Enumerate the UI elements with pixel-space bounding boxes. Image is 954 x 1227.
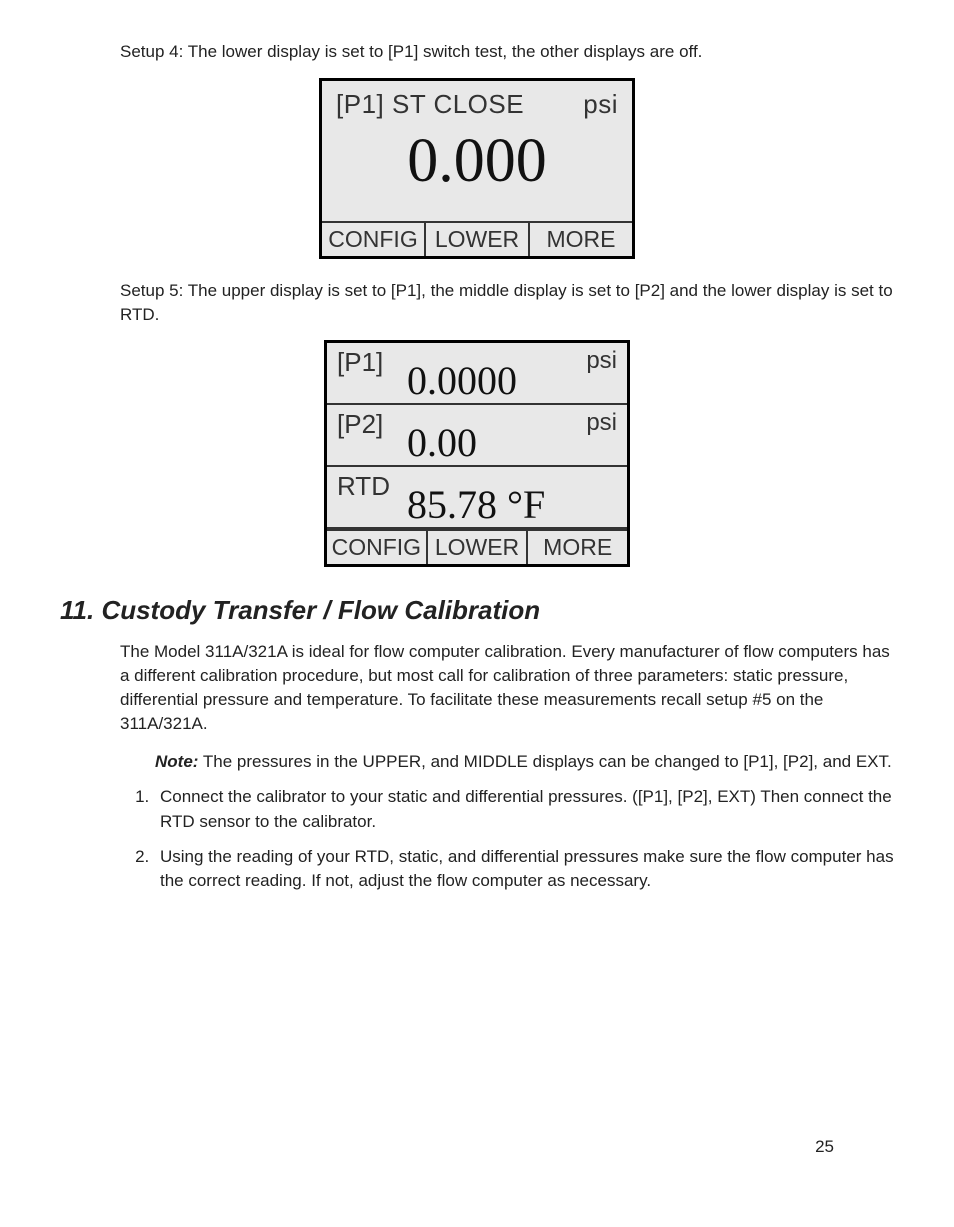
- setup5-p2-value: 0.00: [407, 423, 586, 465]
- setup5-button-row: CONFIG LOWER MORE: [327, 529, 627, 564]
- setup4-button-row: CONFIG LOWER MORE: [322, 221, 632, 256]
- setup5-display: [P1] 0.0000 psi [P2] 0.00 psi RTD 85.78 …: [324, 340, 630, 567]
- lower-button[interactable]: LOWER: [426, 531, 527, 564]
- setup5-p2-unit: psi: [586, 407, 617, 437]
- setup4-intro: Setup 4: The lower display is set to [P1…: [120, 40, 894, 64]
- config-button[interactable]: CONFIG: [327, 531, 426, 564]
- step-2: Using the reading of your RTD, static, a…: [154, 845, 894, 894]
- steps-list: Connect the calibrator to your static an…: [120, 785, 894, 894]
- setup5-intro: Setup 5: The upper display is set to [P1…: [120, 279, 894, 327]
- setup5-p1-value: 0.0000: [407, 361, 586, 403]
- setup5-rtd-label: RTD: [337, 469, 407, 502]
- setup4-top-right-unit: psi: [583, 89, 618, 120]
- setup5-p1-label: [P1]: [337, 345, 407, 378]
- more-button[interactable]: MORE: [528, 223, 632, 256]
- setup5-row-p2: [P2] 0.00 psi: [327, 405, 627, 467]
- setup4-display: [P1] ST CLOSE psi 0.000 CONFIG LOWER MOR…: [319, 78, 635, 259]
- setup4-main-value: 0.000: [322, 120, 632, 221]
- setup5-p1-unit: psi: [586, 345, 617, 375]
- lower-button[interactable]: LOWER: [424, 223, 528, 256]
- setup5-row-rtd: RTD 85.78 °F: [327, 467, 627, 529]
- page-number: 25: [815, 1137, 834, 1157]
- setup4-top-left: [P1] ST CLOSE: [336, 89, 524, 120]
- note-text: The pressures in the UPPER, and MIDDLE d…: [198, 752, 891, 771]
- step-1: Connect the calibrator to your static an…: [154, 785, 894, 834]
- config-button[interactable]: CONFIG: [322, 223, 424, 256]
- setup5-p2-label: [P2]: [337, 407, 407, 440]
- setup5-rtd-value: 85.78 °F: [407, 485, 617, 527]
- section-heading: 11. Custody Transfer / Flow Calibration: [60, 595, 894, 626]
- more-button[interactable]: MORE: [526, 531, 627, 564]
- note-label: Note:: [155, 752, 198, 771]
- section-para: The Model 311A/321A is ideal for flow co…: [120, 640, 894, 735]
- setup5-row-p1: [P1] 0.0000 psi: [327, 343, 627, 405]
- note-line: Note: The pressures in the UPPER, and MI…: [155, 750, 894, 774]
